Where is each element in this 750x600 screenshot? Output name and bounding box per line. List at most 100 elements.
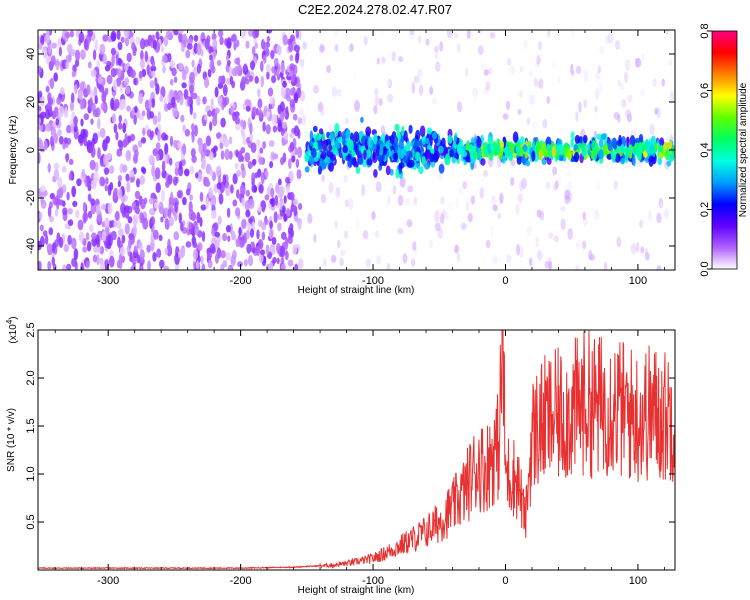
snr-y-tick-label: 1.0: [25, 466, 37, 481]
spectrogram-point: [262, 141, 266, 150]
spectrogram-point: [289, 132, 295, 139]
spectrogram-point: [47, 206, 52, 218]
spectrogram-point: [338, 136, 343, 144]
spectrogram-point: [180, 114, 185, 123]
spectrogram-point: [564, 195, 571, 205]
spectrogram-point: [258, 184, 264, 194]
spectrogram-point: [193, 34, 199, 42]
spectrogram-point: [294, 92, 299, 104]
spectrogram-point: [622, 260, 628, 270]
spectrogram-point: [77, 219, 84, 231]
spectrogram-point: [241, 218, 247, 229]
spectrogram-point: [345, 128, 351, 140]
spectrogram-point: [610, 150, 617, 161]
spectrogram-point: [375, 95, 379, 107]
spectrogram-point: [521, 265, 525, 270]
spectrogram-point: [336, 239, 341, 249]
spectrogram-point: [341, 135, 346, 146]
spectrogram-point: [178, 160, 183, 170]
spectrogram-point: [113, 220, 117, 228]
spectrogram-point: [449, 148, 454, 158]
spectrogram-point: [235, 123, 241, 131]
spectrogram-point: [288, 43, 293, 53]
spectrogram-point: [181, 82, 187, 89]
spectrogram-point: [222, 260, 228, 268]
spectrogram-point: [69, 100, 75, 112]
spectrogram-point: [266, 71, 270, 80]
spectrogram-point: [80, 262, 84, 270]
spectrogram-point: [179, 94, 184, 106]
spectrogram-point: [447, 134, 453, 144]
spectrogram-point: [55, 118, 59, 126]
spectrogram-point: [262, 121, 266, 132]
spectrogram-point: [437, 174, 444, 181]
spectrogram-point: [429, 134, 433, 147]
spectrogram-point: [169, 135, 174, 147]
spectrogram-point: [188, 221, 193, 230]
spectrogram-point: [149, 208, 154, 216]
spectrogram-point: [219, 136, 226, 144]
spectrogram-point: [242, 120, 247, 130]
spectrogram-point: [382, 146, 387, 156]
spectrogram-point: [260, 60, 264, 72]
spectrogram-point: [294, 263, 299, 270]
spectrogram-point: [532, 139, 536, 151]
spectrogram-point: [304, 151, 310, 163]
spectrogram-point: [104, 184, 109, 192]
spectrogram-point: [99, 176, 105, 187]
spectrogram-point: [502, 33, 509, 42]
spectrogram-point: [39, 185, 46, 193]
spectrogram-point: [344, 199, 349, 208]
spectrogram-point: [529, 94, 535, 105]
spectrogram-point: [583, 99, 588, 108]
spectrogram-point: [434, 222, 441, 232]
spectrogram-point: [53, 106, 59, 117]
spectrogram-point: [376, 144, 381, 151]
colorbar-ticks: 0.0 0.2 0.4 0.6 0.8: [699, 23, 712, 277]
spectrogram-point: [665, 125, 669, 135]
spectrogram-point: [282, 34, 288, 46]
spectrogram-point: [235, 238, 241, 248]
spectrogram-point: [191, 123, 195, 131]
spectrogram-point: [419, 84, 424, 96]
spectrogram-point: [394, 123, 400, 132]
spectrogram-point: [545, 181, 551, 190]
spectrogram-point: [99, 127, 106, 138]
spectrogram-point: [320, 109, 325, 117]
spectrogram-point: [367, 136, 374, 149]
spectrogram-point: [129, 169, 135, 178]
spectrogram-point: [492, 204, 498, 212]
spectrogram-point: [92, 49, 97, 61]
spectrogram-point: [68, 219, 74, 227]
spectrogram-point: [259, 249, 266, 256]
spectrogram-point: [144, 99, 150, 111]
spectrogram-point: [51, 256, 56, 266]
spectrogram-point: [107, 233, 112, 246]
spectrogram-point: [119, 140, 123, 152]
spectrogram-point: [664, 30, 670, 34]
spectrogram-point: [319, 43, 325, 54]
spectrogram-point: [57, 38, 62, 48]
spectrogram-point: [536, 54, 541, 65]
spectrogram-point: [107, 202, 113, 215]
spectrogram-point: [140, 137, 147, 144]
spectrogram-point: [294, 147, 298, 156]
spectrogram-point: [506, 254, 512, 264]
spectrogram-point: [192, 248, 199, 260]
spectrogram-point: [477, 147, 482, 159]
spectrogram-point: [490, 225, 494, 237]
spectrogram-point: [124, 223, 130, 235]
spectrogram-point: [389, 168, 394, 176]
colorbar-tick-label: 0.8: [699, 23, 711, 38]
spectrogram-point: [142, 167, 147, 175]
spectrogram-point: [668, 58, 673, 66]
spectrogram-point: [387, 93, 394, 103]
spectrogram-point: [301, 114, 307, 126]
colorbar-tick-label: 0.2: [699, 202, 711, 217]
spectrogram-point: [248, 198, 255, 209]
spectrogram-point: [408, 159, 415, 168]
spectrogram-point: [406, 219, 413, 228]
spectrogram-point: [410, 30, 415, 40]
spectrogram-point: [62, 142, 66, 150]
